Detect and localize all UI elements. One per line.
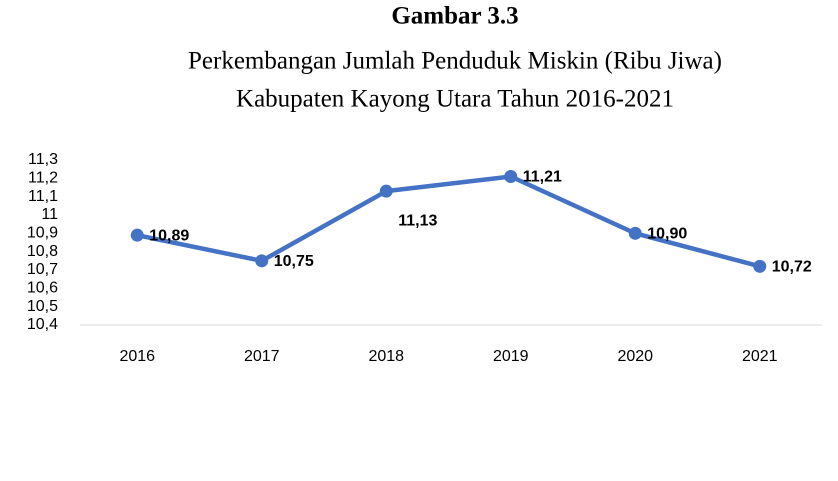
data-label: 10,75 [274,253,314,270]
y-tick-label: 10,5 [27,298,58,315]
marker [379,184,393,198]
x-tick-label: 2019 [493,348,529,365]
chart-subtitle: Perkembangan Jumlah Penduduk Miskin (Rib… [188,48,722,75]
y-tick-label: 11,2 [28,170,58,187]
y-tick-label: 11 [41,206,58,223]
y-tick-label: 10,8 [27,243,58,260]
y-tick-label: 10,7 [27,261,58,278]
x-tick-label: 2021 [742,348,778,365]
data-label: 11,13 [398,212,437,229]
data-label: 10,89 [149,227,189,244]
x-tick-label: 2017 [244,348,280,365]
data-label: 10,90 [647,226,687,243]
x-tick-label: 2020 [617,348,653,365]
x-tick-label: 2016 [119,348,155,365]
y-tick-label: 10,4 [27,316,58,333]
data-label: 10,72 [772,259,812,276]
line [136,174,761,269]
y-tick-label: 11,3 [28,151,58,168]
chart-subtitle: Kabupaten Kayong Utara Tahun 2016-2021 [236,86,674,113]
x-tick-label: 2018 [368,348,404,365]
data-label: 11,21 [523,169,562,186]
marker [628,226,642,240]
y-tick-label: 11,1 [28,188,58,205]
marker [753,259,767,273]
marker [130,228,144,242]
marker [504,170,518,183]
y-tick-label: 10,9 [27,225,58,242]
y-tick-label: 10,6 [27,280,58,297]
marker [255,254,269,268]
chart-title: Gambar 3.3 [391,3,518,30]
